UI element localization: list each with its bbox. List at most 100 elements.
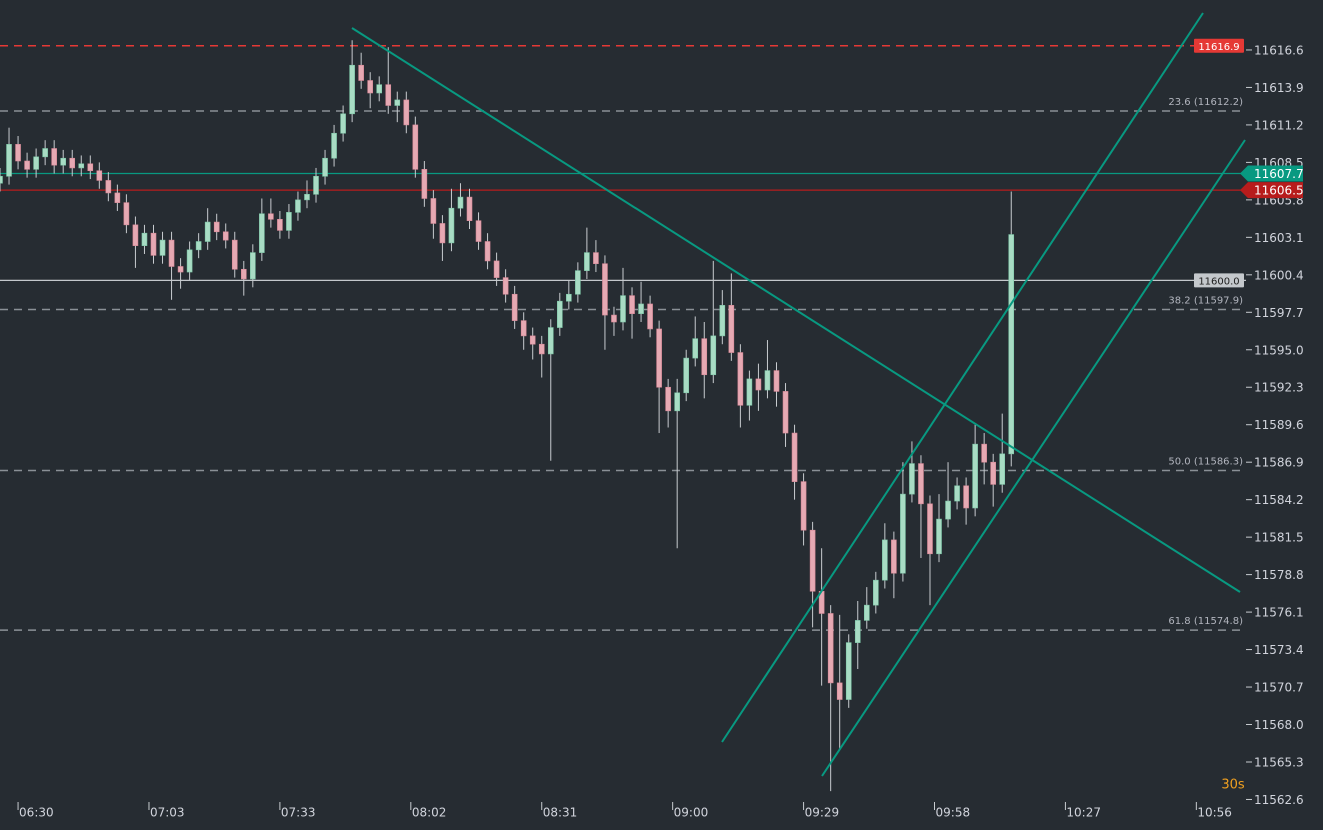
candle-body — [394, 99, 401, 106]
candle-body — [69, 157, 76, 169]
candle-body — [854, 620, 861, 643]
candle-body — [259, 213, 265, 253]
candle-body — [593, 252, 599, 265]
price-tag-label: 11607.7 — [1254, 167, 1304, 181]
fib-label: 61.8 (11574.8) — [1168, 616, 1243, 627]
candle-body — [611, 314, 617, 323]
y-tick-label: 11586.9 — [1254, 456, 1304, 470]
y-tick-label: 11570.7 — [1254, 681, 1304, 695]
candle-body — [484, 241, 491, 262]
y-tick-label: 11595.0 — [1254, 343, 1304, 357]
candle-body — [963, 485, 969, 509]
trend-line — [351, 27, 1241, 593]
candle-body — [656, 328, 662, 388]
candle-body — [710, 335, 717, 376]
y-tick-label: 11592.3 — [1254, 381, 1304, 395]
x-tick-label: 06:30 — [19, 806, 54, 820]
candle-body — [809, 529, 816, 592]
candle-body — [60, 157, 66, 166]
price-box — [1194, 38, 1244, 53]
candle-body — [629, 295, 635, 314]
candle-body — [990, 461, 996, 485]
candle-body — [240, 268, 247, 280]
trend-lines — [351, 12, 1246, 777]
candle-body — [313, 175, 319, 195]
candle-body — [277, 218, 283, 231]
candle-body — [954, 485, 960, 502]
candle-body — [945, 500, 951, 520]
candle-body — [511, 293, 518, 321]
candle-body — [674, 392, 680, 412]
candle-body — [286, 212, 292, 231]
candle-body — [141, 232, 148, 246]
y-tick-label: 11613.9 — [1254, 81, 1304, 95]
interval-label: 30s — [1221, 778, 1245, 793]
candle-body — [791, 432, 798, 482]
y-tick-label: 11603.1 — [1254, 231, 1304, 245]
y-tick-label: 11578.8 — [1254, 568, 1304, 582]
candle-body — [403, 99, 410, 126]
y-tick-label: 11611.2 — [1254, 118, 1304, 132]
y-tick-label: 11573.4 — [1254, 643, 1304, 657]
candle-body — [412, 124, 419, 170]
candle-body — [602, 263, 608, 316]
candle-body — [195, 241, 202, 251]
y-tick-label: 11597.7 — [1254, 306, 1304, 320]
candle-body — [575, 270, 581, 295]
candle-body — [304, 194, 310, 201]
candle-body — [773, 370, 780, 392]
candle-body — [900, 493, 906, 574]
candle-body — [620, 295, 626, 323]
candle-body — [909, 463, 915, 495]
candle-body — [87, 163, 94, 172]
candle-body — [15, 144, 21, 162]
candle-body — [376, 84, 383, 94]
price-box — [1194, 273, 1244, 288]
y-tick-label: 11562.6 — [1254, 793, 1304, 807]
candle-body — [204, 221, 211, 242]
candle-body — [475, 220, 482, 242]
candle-body — [159, 239, 166, 256]
candle-body — [430, 198, 437, 224]
candle-body — [719, 305, 726, 337]
candle-body — [665, 386, 671, 412]
candle-body — [177, 266, 184, 273]
y-tick-label: 11584.2 — [1254, 493, 1304, 507]
candle-body — [78, 163, 85, 169]
y-tick-label: 11600.4 — [1254, 268, 1304, 282]
x-tick-label: 07:03 — [150, 806, 185, 820]
x-tick-label: 08:31 — [543, 806, 578, 820]
candle-body — [863, 604, 870, 621]
candle-body — [800, 481, 807, 531]
candle-body — [331, 132, 337, 159]
y-tick-label: 11568.0 — [1254, 718, 1304, 732]
candle-body — [250, 252, 256, 280]
fib-label: 50.0 (11586.3) — [1168, 457, 1243, 468]
candle-body — [367, 80, 373, 94]
y-tick-label: 11589.6 — [1254, 418, 1304, 432]
candle-body — [168, 239, 175, 267]
candle-body — [764, 370, 771, 391]
candle-body — [213, 221, 220, 233]
candle-body — [0, 175, 3, 184]
candle-body — [882, 539, 888, 581]
x-tick-label: 09:58 — [936, 806, 971, 820]
candle-body — [927, 503, 933, 555]
candle-body — [845, 642, 852, 700]
candle-body — [132, 224, 139, 246]
candle-body — [701, 338, 708, 376]
x-tick-label: 09:29 — [805, 806, 840, 820]
channel-line — [821, 139, 1246, 777]
candle-body — [538, 343, 545, 355]
candle-body — [448, 207, 455, 244]
candle-body — [385, 84, 392, 106]
y-tick-label: 11581.5 — [1254, 531, 1304, 545]
candle-body — [547, 327, 554, 355]
candle-body — [322, 157, 328, 177]
candle-body — [647, 303, 653, 330]
candle-body — [105, 180, 112, 194]
candle-body — [33, 156, 39, 170]
candle-body — [873, 579, 879, 606]
